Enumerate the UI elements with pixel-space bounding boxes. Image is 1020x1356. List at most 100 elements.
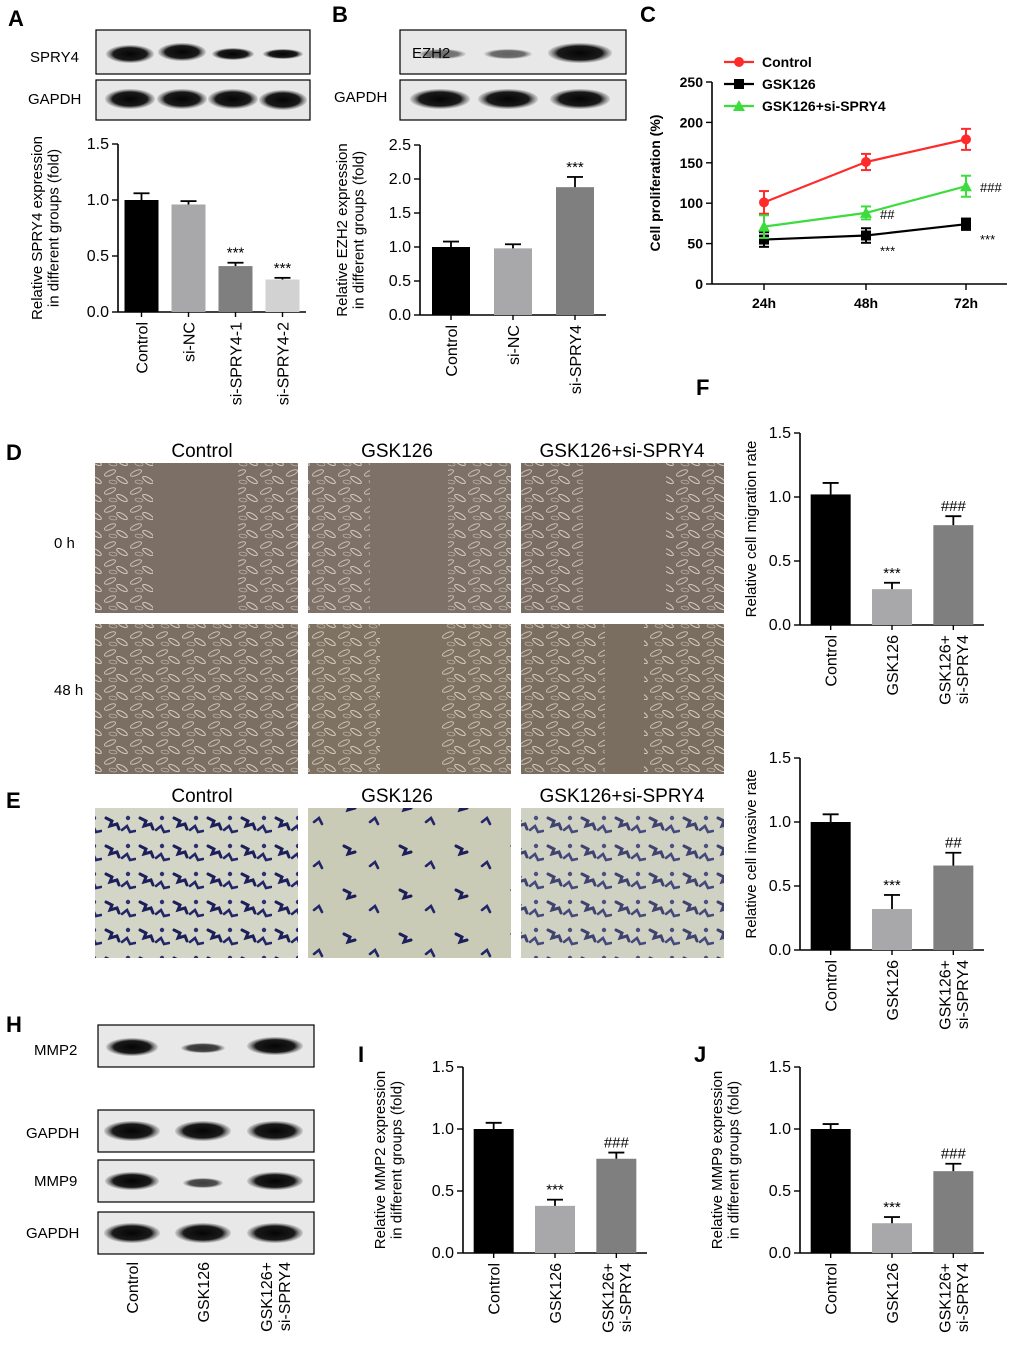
blot-b-label-gapdh: GAPDH bbox=[334, 89, 387, 106]
blot-band bbox=[183, 1178, 223, 1188]
invasion-col-gsk126: GSK126 bbox=[361, 786, 433, 807]
data-point bbox=[961, 219, 971, 230]
y-tick-label: 0.5 bbox=[769, 1183, 791, 1200]
x-tick-label: Control bbox=[487, 1263, 504, 1315]
bar bbox=[218, 266, 253, 312]
y-tick-label: 250 bbox=[680, 74, 704, 90]
blot-band bbox=[548, 43, 612, 63]
y-tick-label: 0.5 bbox=[389, 273, 411, 290]
legend-marker bbox=[733, 100, 745, 111]
y-tick-label: 1.5 bbox=[769, 425, 791, 442]
significance-label: *** bbox=[566, 159, 584, 176]
y-axis-label: Relative SPRY4 expressionin different gr… bbox=[29, 136, 63, 320]
x-tick-label: Control bbox=[444, 325, 461, 377]
bar bbox=[810, 1129, 851, 1253]
x-tick-label: GSK126+si-SPRY4 bbox=[601, 1263, 636, 1333]
blot-band bbox=[208, 89, 258, 109]
migration-micrographs: Control GSK126 GSK126+si-SPRY4 0 h 48 h bbox=[54, 441, 724, 774]
bar bbox=[933, 865, 974, 950]
data-point bbox=[960, 180, 972, 192]
x-tick-label: GSK126 bbox=[885, 635, 902, 696]
y-tick-label: 0.0 bbox=[769, 1245, 791, 1262]
y-tick-label: 1.5 bbox=[769, 1059, 791, 1076]
bar bbox=[596, 1158, 637, 1253]
migration-col-combo: GSK126+si-SPRY4 bbox=[540, 441, 705, 462]
blot-band bbox=[158, 43, 206, 61]
panel-label-e: E bbox=[6, 788, 21, 813]
micrograph-control-0h bbox=[95, 463, 298, 613]
bar bbox=[933, 525, 974, 625]
micrograph-combo-48h bbox=[521, 624, 724, 774]
y-tick-label: 150 bbox=[680, 155, 704, 171]
micrograph-invasion-control bbox=[95, 808, 298, 958]
chart-f: 0.0 0.5 1.0 1.5 Relative cell migration rate… bbox=[743, 425, 984, 705]
bar bbox=[933, 1171, 974, 1253]
x-tick-label: 48h bbox=[854, 295, 878, 311]
data-point bbox=[961, 134, 971, 145]
micrograph-gsk126-48h bbox=[308, 624, 511, 774]
blot-band bbox=[175, 1121, 231, 1141]
data-point bbox=[861, 156, 871, 167]
chart-j: 0.0 0.5 1.0 1.5 Relative MMP9 expressionin d… bbox=[709, 1059, 984, 1333]
blot-band bbox=[247, 1223, 303, 1243]
x-tick-label: Control bbox=[135, 322, 152, 374]
panel-label-c: C bbox=[640, 2, 656, 27]
y-tick-label: 0.0 bbox=[432, 1245, 454, 1262]
migration-col-gsk126: GSK126 bbox=[361, 441, 433, 462]
y-tick-label: 1.0 bbox=[769, 814, 791, 831]
legend-marker bbox=[734, 79, 744, 89]
significance-label: ## bbox=[880, 207, 895, 222]
bar bbox=[494, 248, 532, 315]
bar bbox=[171, 204, 206, 312]
chart-a: 0.0 0.5 1.0 1.5 Relative SPRY4 expressionin … bbox=[29, 136, 306, 405]
micrograph-invasion-gsk126 bbox=[308, 808, 511, 958]
significance-label: *** bbox=[274, 260, 292, 277]
bar bbox=[556, 187, 594, 315]
blot-lane-label: Control bbox=[125, 1262, 142, 1314]
x-tick-label: si-SPRY4-1 bbox=[229, 322, 246, 405]
y-axis-label: Relative MMP2 expressionin different gro… bbox=[372, 1071, 406, 1249]
blot-a: SPRY4 GAPDH bbox=[28, 29, 311, 121]
blot-band bbox=[247, 1121, 303, 1141]
blot-band bbox=[105, 1172, 159, 1190]
y-tick-label: 2.0 bbox=[389, 171, 411, 188]
legend-marker bbox=[734, 57, 744, 67]
significance-label: *** bbox=[880, 244, 895, 259]
invasion-micrographs: Control GSK126 GSK126+si-SPRY4 bbox=[95, 786, 724, 958]
y-tick-label: 1.5 bbox=[432, 1059, 454, 1076]
x-tick-label: si-SPRY4-2 bbox=[276, 322, 293, 405]
y-tick-label: 50 bbox=[687, 236, 703, 252]
y-tick-label: 0.5 bbox=[769, 553, 791, 570]
invasion-col-control: Control bbox=[171, 786, 232, 807]
invasion-col-combo: GSK126+si-SPRY4 bbox=[540, 786, 705, 807]
significance-label: *** bbox=[883, 1199, 901, 1216]
x-tick-label: 24h bbox=[752, 295, 776, 311]
y-tick-label: 1.0 bbox=[87, 192, 109, 209]
migration-row-0h: 0 h bbox=[54, 535, 75, 552]
bar bbox=[473, 1129, 514, 1253]
bar bbox=[872, 1223, 912, 1253]
y-axis-label: Relative cell invasive rate bbox=[743, 769, 760, 938]
significance-label: *** bbox=[546, 1182, 564, 1199]
x-tick-label: GSK126 bbox=[548, 1263, 565, 1324]
y-tick-label: 200 bbox=[680, 114, 704, 130]
chart-i: 0.0 0.5 1.0 1.5 Relative MMP2 expressionin d… bbox=[372, 1059, 647, 1333]
legend-label: Control bbox=[762, 54, 812, 70]
bar bbox=[872, 909, 912, 950]
y-axis-label: Relative EZH2 expressionin different gro… bbox=[334, 143, 368, 316]
data-point bbox=[759, 197, 769, 208]
significance-label: ### bbox=[941, 1146, 967, 1163]
y-tick-label: 1.0 bbox=[769, 489, 791, 506]
significance-label: ### bbox=[604, 1135, 630, 1152]
y-tick-label: 100 bbox=[680, 195, 704, 211]
data-point bbox=[759, 234, 769, 245]
y-tick-label: 2.5 bbox=[389, 137, 411, 154]
x-tick-label: Control bbox=[824, 1263, 841, 1315]
y-tick-label: 0.5 bbox=[769, 878, 791, 895]
blot-band bbox=[106, 45, 154, 63]
data-point bbox=[758, 220, 770, 232]
blot-band bbox=[263, 49, 303, 59]
bar bbox=[872, 589, 912, 625]
blot-band bbox=[104, 1223, 160, 1243]
panel-label-j: J bbox=[694, 1042, 706, 1067]
